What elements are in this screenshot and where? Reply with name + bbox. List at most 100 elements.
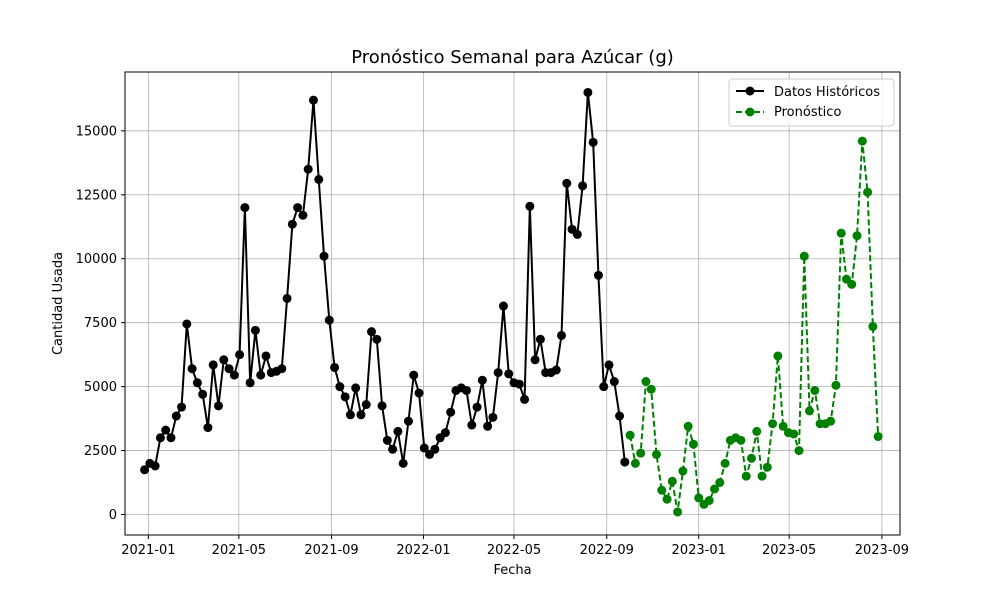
data-point-0 xyxy=(171,411,181,421)
data-point-0 xyxy=(198,389,208,399)
data-point-1 xyxy=(662,494,672,504)
data-point-0 xyxy=(287,219,297,229)
data-point-0 xyxy=(488,412,498,422)
data-point-0 xyxy=(203,423,213,433)
data-point-0 xyxy=(235,350,245,360)
data-point-0 xyxy=(187,364,197,374)
y-tick-label: 0 xyxy=(109,508,117,523)
data-point-0 xyxy=(498,301,508,311)
y-axis-label: Cantidad Usada xyxy=(51,252,66,355)
data-point-0 xyxy=(324,315,334,325)
x-tick-label: 2023-05 xyxy=(762,543,816,558)
data-point-1 xyxy=(836,228,846,238)
data-point-1 xyxy=(651,449,661,459)
data-point-0 xyxy=(467,420,477,430)
data-point-0 xyxy=(593,270,603,280)
data-point-0 xyxy=(192,378,202,388)
legend-marker-pronostico xyxy=(745,107,755,117)
data-point-1 xyxy=(873,432,883,442)
data-point-0 xyxy=(477,375,487,385)
data-point-0 xyxy=(224,364,234,374)
data-point-0 xyxy=(319,251,329,261)
data-point-1 xyxy=(710,484,720,494)
data-point-1 xyxy=(741,471,751,481)
data-point-0 xyxy=(256,370,266,380)
data-point-0 xyxy=(208,360,218,370)
data-point-1 xyxy=(773,351,783,361)
data-point-1 xyxy=(720,458,730,468)
data-point-1 xyxy=(805,406,815,416)
data-point-0 xyxy=(615,411,625,421)
data-point-0 xyxy=(462,385,472,395)
data-point-0 xyxy=(409,370,419,380)
x-tick-label: 2023-09 xyxy=(855,543,909,558)
data-point-0 xyxy=(250,325,260,335)
data-point-1 xyxy=(630,458,640,468)
data-point-0 xyxy=(440,428,450,438)
x-tick-label: 2022-05 xyxy=(487,543,541,558)
grid-lines xyxy=(125,72,900,535)
data-point-1 xyxy=(746,453,756,463)
data-point-0 xyxy=(293,203,303,213)
data-point-0 xyxy=(351,383,361,393)
data-point-0 xyxy=(557,330,567,340)
data-point-0 xyxy=(525,201,535,211)
data-point-0 xyxy=(229,370,239,380)
y-tick-label: 2500 xyxy=(84,444,117,459)
data-point-0 xyxy=(504,369,514,379)
data-point-0 xyxy=(562,178,572,188)
data-point-0 xyxy=(446,407,456,417)
data-point-1 xyxy=(810,385,820,395)
data-point-0 xyxy=(213,401,223,411)
data-point-1 xyxy=(826,416,836,426)
data-point-0 xyxy=(377,401,387,411)
data-point-1 xyxy=(863,187,873,197)
legend-label-historico: Datos Históricos xyxy=(774,85,880,100)
data-point-0 xyxy=(414,388,424,398)
data-point-0 xyxy=(530,355,540,365)
data-point-0 xyxy=(308,95,318,105)
axis-ticks: 2021-01 2021-05 2021-09 2022-01 2022-05 2022-… xyxy=(76,124,909,558)
data-point-0 xyxy=(620,457,630,467)
data-point-1 xyxy=(768,419,778,429)
data-point-0 xyxy=(182,319,192,329)
series-layer xyxy=(140,87,883,517)
data-point-0 xyxy=(430,444,440,454)
x-tick-label: 2021-09 xyxy=(304,543,358,558)
data-point-0 xyxy=(520,394,530,404)
y-tick-label: 15000 xyxy=(76,124,117,139)
data-point-1 xyxy=(762,462,772,472)
data-point-1 xyxy=(641,377,651,387)
data-point-1 xyxy=(831,380,841,390)
data-point-1 xyxy=(799,251,809,261)
data-point-0 xyxy=(514,379,524,389)
data-point-0 xyxy=(419,443,429,453)
data-point-1 xyxy=(636,448,646,458)
data-point-0 xyxy=(403,416,413,426)
data-point-1 xyxy=(715,478,725,488)
x-axis-label: Fecha xyxy=(493,563,531,578)
data-point-1 xyxy=(794,446,804,456)
data-point-0 xyxy=(335,382,345,392)
data-point-0 xyxy=(345,410,355,420)
y-tick-label: 7500 xyxy=(84,316,117,331)
data-point-0 xyxy=(314,174,324,184)
data-point-0 xyxy=(240,203,250,213)
legend-box xyxy=(728,78,895,127)
data-point-0 xyxy=(245,378,255,388)
x-tick-label: 2022-01 xyxy=(396,543,450,558)
data-point-0 xyxy=(382,435,392,445)
data-point-0 xyxy=(388,444,398,454)
data-point-1 xyxy=(657,485,667,495)
data-point-1 xyxy=(789,429,799,439)
data-point-0 xyxy=(356,410,366,420)
data-point-1 xyxy=(683,421,693,431)
data-point-0 xyxy=(219,355,229,365)
data-point-0 xyxy=(166,433,176,443)
data-point-0 xyxy=(572,229,582,239)
data-point-0 xyxy=(330,362,340,372)
data-point-1 xyxy=(704,495,714,505)
data-point-0 xyxy=(599,382,609,392)
data-point-1 xyxy=(667,476,677,486)
x-tick-label: 2021-01 xyxy=(121,543,175,558)
